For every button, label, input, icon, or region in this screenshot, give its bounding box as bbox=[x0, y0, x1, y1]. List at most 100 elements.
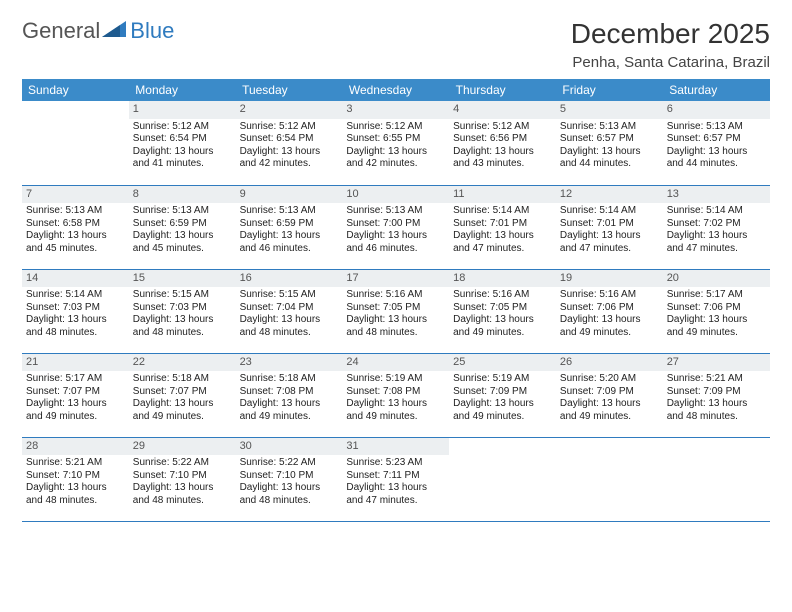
day-number: 31 bbox=[342, 438, 449, 456]
calendar-day-cell: 22Sunrise: 5:18 AMSunset: 7:07 PMDayligh… bbox=[129, 353, 236, 437]
day-details: Sunrise: 5:13 AMSunset: 6:58 PMDaylight:… bbox=[22, 203, 129, 259]
day-number: 27 bbox=[663, 354, 770, 372]
day-number: 18 bbox=[449, 270, 556, 288]
calendar-day-cell: 28Sunrise: 5:21 AMSunset: 7:10 PMDayligh… bbox=[22, 437, 129, 521]
calendar-day-cell: 20Sunrise: 5:17 AMSunset: 7:06 PMDayligh… bbox=[663, 269, 770, 353]
calendar-day-cell: 15Sunrise: 5:15 AMSunset: 7:03 PMDayligh… bbox=[129, 269, 236, 353]
day-details: Sunrise: 5:14 AMSunset: 7:01 PMDaylight:… bbox=[556, 203, 663, 259]
day-details: Sunrise: 5:15 AMSunset: 7:03 PMDaylight:… bbox=[129, 287, 236, 343]
day-number: 12 bbox=[556, 186, 663, 204]
brand-logo: General Blue bbox=[22, 18, 174, 44]
calendar-day-cell: 26Sunrise: 5:20 AMSunset: 7:09 PMDayligh… bbox=[556, 353, 663, 437]
day-details: Sunrise: 5:18 AMSunset: 7:08 PMDaylight:… bbox=[236, 371, 343, 427]
day-details: Sunrise: 5:16 AMSunset: 7:05 PMDaylight:… bbox=[449, 287, 556, 343]
day-number: 2 bbox=[236, 101, 343, 119]
calendar-day-cell bbox=[556, 437, 663, 521]
day-details: Sunrise: 5:16 AMSunset: 7:06 PMDaylight:… bbox=[556, 287, 663, 343]
calendar-day-cell: 3Sunrise: 5:12 AMSunset: 6:55 PMDaylight… bbox=[342, 101, 449, 185]
day-number: 5 bbox=[556, 101, 663, 119]
day-details: Sunrise: 5:23 AMSunset: 7:11 PMDaylight:… bbox=[342, 455, 449, 511]
weekday-header: Wednesday bbox=[342, 79, 449, 101]
weekday-header: Thursday bbox=[449, 79, 556, 101]
calendar-day-cell: 27Sunrise: 5:21 AMSunset: 7:09 PMDayligh… bbox=[663, 353, 770, 437]
day-details: Sunrise: 5:18 AMSunset: 7:07 PMDaylight:… bbox=[129, 371, 236, 427]
calendar-day-cell: 1Sunrise: 5:12 AMSunset: 6:54 PMDaylight… bbox=[129, 101, 236, 185]
day-number: 1 bbox=[129, 101, 236, 119]
day-number: 4 bbox=[449, 101, 556, 119]
calendar-day-cell: 6Sunrise: 5:13 AMSunset: 6:57 PMDaylight… bbox=[663, 101, 770, 185]
calendar-day-cell: 17Sunrise: 5:16 AMSunset: 7:05 PMDayligh… bbox=[342, 269, 449, 353]
day-details: Sunrise: 5:21 AMSunset: 7:09 PMDaylight:… bbox=[663, 371, 770, 427]
day-details: Sunrise: 5:22 AMSunset: 7:10 PMDaylight:… bbox=[129, 455, 236, 511]
day-details: Sunrise: 5:22 AMSunset: 7:10 PMDaylight:… bbox=[236, 455, 343, 511]
day-details: Sunrise: 5:17 AMSunset: 7:07 PMDaylight:… bbox=[22, 371, 129, 427]
day-number: 28 bbox=[22, 438, 129, 456]
day-details: Sunrise: 5:20 AMSunset: 7:09 PMDaylight:… bbox=[556, 371, 663, 427]
calendar-day-cell: 31Sunrise: 5:23 AMSunset: 7:11 PMDayligh… bbox=[342, 437, 449, 521]
calendar-day-cell: 10Sunrise: 5:13 AMSunset: 7:00 PMDayligh… bbox=[342, 185, 449, 269]
day-number: 21 bbox=[22, 354, 129, 372]
day-number: 20 bbox=[663, 270, 770, 288]
calendar-day-cell: 4Sunrise: 5:12 AMSunset: 6:56 PMDaylight… bbox=[449, 101, 556, 185]
calendar-day-cell: 24Sunrise: 5:19 AMSunset: 7:08 PMDayligh… bbox=[342, 353, 449, 437]
brand-part1: General bbox=[22, 18, 100, 44]
day-details: Sunrise: 5:12 AMSunset: 6:56 PMDaylight:… bbox=[449, 119, 556, 175]
day-number: 6 bbox=[663, 101, 770, 119]
day-number: 23 bbox=[236, 354, 343, 372]
calendar-table: SundayMondayTuesdayWednesdayThursdayFrid… bbox=[22, 79, 770, 522]
calendar-day-cell: 7Sunrise: 5:13 AMSunset: 6:58 PMDaylight… bbox=[22, 185, 129, 269]
calendar-day-cell: 29Sunrise: 5:22 AMSunset: 7:10 PMDayligh… bbox=[129, 437, 236, 521]
calendar-week-row: 28Sunrise: 5:21 AMSunset: 7:10 PMDayligh… bbox=[22, 437, 770, 521]
calendar-day-cell: 2Sunrise: 5:12 AMSunset: 6:54 PMDaylight… bbox=[236, 101, 343, 185]
day-number: 30 bbox=[236, 438, 343, 456]
day-details: Sunrise: 5:14 AMSunset: 7:01 PMDaylight:… bbox=[449, 203, 556, 259]
weekday-header: Sunday bbox=[22, 79, 129, 101]
calendar-day-cell: 12Sunrise: 5:14 AMSunset: 7:01 PMDayligh… bbox=[556, 185, 663, 269]
calendar-day-cell: 23Sunrise: 5:18 AMSunset: 7:08 PMDayligh… bbox=[236, 353, 343, 437]
day-details: Sunrise: 5:21 AMSunset: 7:10 PMDaylight:… bbox=[22, 455, 129, 511]
location-subtitle: Penha, Santa Catarina, Brazil bbox=[571, 54, 770, 71]
day-details: Sunrise: 5:15 AMSunset: 7:04 PMDaylight:… bbox=[236, 287, 343, 343]
brand-part2: Blue bbox=[130, 18, 174, 44]
day-details: Sunrise: 5:13 AMSunset: 6:57 PMDaylight:… bbox=[663, 119, 770, 175]
weekday-header: Tuesday bbox=[236, 79, 343, 101]
calendar-body: 1Sunrise: 5:12 AMSunset: 6:54 PMDaylight… bbox=[22, 101, 770, 521]
calendar-day-cell: 9Sunrise: 5:13 AMSunset: 6:59 PMDaylight… bbox=[236, 185, 343, 269]
day-details: Sunrise: 5:14 AMSunset: 7:02 PMDaylight:… bbox=[663, 203, 770, 259]
day-details: Sunrise: 5:19 AMSunset: 7:09 PMDaylight:… bbox=[449, 371, 556, 427]
weekday-header: Saturday bbox=[663, 79, 770, 101]
calendar-header-row: SundayMondayTuesdayWednesdayThursdayFrid… bbox=[22, 79, 770, 101]
day-number: 10 bbox=[342, 186, 449, 204]
day-details: Sunrise: 5:17 AMSunset: 7:06 PMDaylight:… bbox=[663, 287, 770, 343]
calendar-week-row: 7Sunrise: 5:13 AMSunset: 6:58 PMDaylight… bbox=[22, 185, 770, 269]
day-number: 19 bbox=[556, 270, 663, 288]
calendar-day-cell bbox=[663, 437, 770, 521]
day-details: Sunrise: 5:12 AMSunset: 6:54 PMDaylight:… bbox=[236, 119, 343, 175]
calendar-day-cell: 30Sunrise: 5:22 AMSunset: 7:10 PMDayligh… bbox=[236, 437, 343, 521]
calendar-day-cell: 19Sunrise: 5:16 AMSunset: 7:06 PMDayligh… bbox=[556, 269, 663, 353]
day-number: 26 bbox=[556, 354, 663, 372]
day-details: Sunrise: 5:19 AMSunset: 7:08 PMDaylight:… bbox=[342, 371, 449, 427]
day-details: Sunrise: 5:13 AMSunset: 6:59 PMDaylight:… bbox=[236, 203, 343, 259]
day-number: 7 bbox=[22, 186, 129, 204]
weekday-header: Friday bbox=[556, 79, 663, 101]
calendar-day-cell: 16Sunrise: 5:15 AMSunset: 7:04 PMDayligh… bbox=[236, 269, 343, 353]
weekday-header: Monday bbox=[129, 79, 236, 101]
calendar-day-cell: 5Sunrise: 5:13 AMSunset: 6:57 PMDaylight… bbox=[556, 101, 663, 185]
calendar-day-cell: 14Sunrise: 5:14 AMSunset: 7:03 PMDayligh… bbox=[22, 269, 129, 353]
title-block: December 2025 Penha, Santa Catarina, Bra… bbox=[571, 18, 770, 71]
day-details: Sunrise: 5:16 AMSunset: 7:05 PMDaylight:… bbox=[342, 287, 449, 343]
day-details: Sunrise: 5:14 AMSunset: 7:03 PMDaylight:… bbox=[22, 287, 129, 343]
calendar-week-row: 21Sunrise: 5:17 AMSunset: 7:07 PMDayligh… bbox=[22, 353, 770, 437]
day-number: 16 bbox=[236, 270, 343, 288]
day-number: 29 bbox=[129, 438, 236, 456]
header: General Blue December 2025 Penha, Santa … bbox=[22, 18, 770, 71]
day-details: Sunrise: 5:13 AMSunset: 7:00 PMDaylight:… bbox=[342, 203, 449, 259]
day-number: 22 bbox=[129, 354, 236, 372]
day-number: 13 bbox=[663, 186, 770, 204]
page-title: December 2025 bbox=[571, 18, 770, 50]
calendar-day-cell bbox=[22, 101, 129, 185]
day-number: 17 bbox=[342, 270, 449, 288]
calendar-day-cell: 25Sunrise: 5:19 AMSunset: 7:09 PMDayligh… bbox=[449, 353, 556, 437]
day-details: Sunrise: 5:12 AMSunset: 6:54 PMDaylight:… bbox=[129, 119, 236, 175]
